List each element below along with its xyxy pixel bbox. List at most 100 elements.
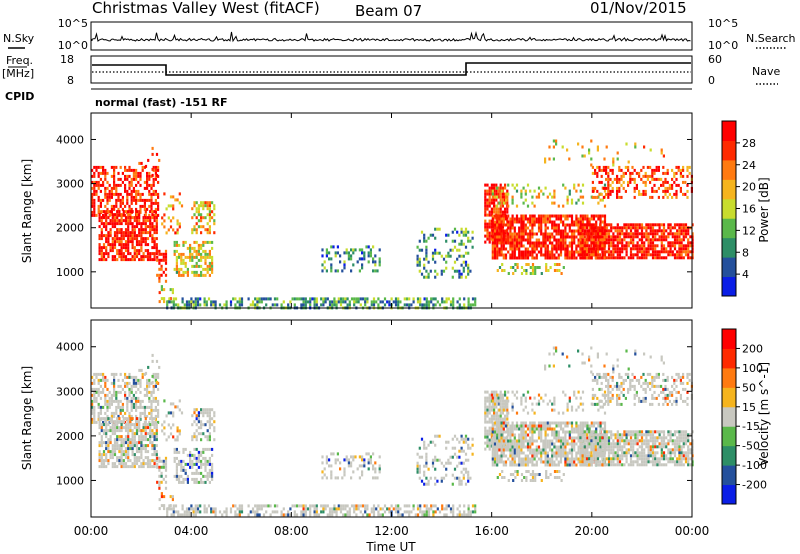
velocity-cell <box>423 464 426 468</box>
velocity-cell <box>467 473 470 477</box>
power-cell <box>91 195 94 199</box>
velocity-cell <box>493 436 497 440</box>
velocity-cell <box>325 458 328 462</box>
velocity-cell <box>144 450 147 454</box>
colorbar-tick-label: 28 <box>742 137 756 150</box>
power-cell <box>109 219 112 223</box>
power-cell <box>529 244 532 248</box>
velocity-cell <box>120 429 123 433</box>
freq-trace <box>92 62 691 76</box>
power-cell <box>427 260 430 264</box>
velocity-cell <box>383 510 387 514</box>
velocity-cell <box>529 451 532 455</box>
velocity-cell <box>113 378 116 382</box>
velocity-cell <box>460 482 463 486</box>
velocity-cell <box>102 405 105 409</box>
power-cell <box>607 229 611 233</box>
power-cell <box>603 244 606 248</box>
power-cell <box>629 241 633 245</box>
velocity-cell <box>504 408 507 412</box>
velocity-cell <box>100 453 103 457</box>
power-cell <box>146 258 150 262</box>
power-cell <box>169 288 172 292</box>
power-cell <box>498 226 501 230</box>
power-cell <box>581 154 584 158</box>
velocity-cell <box>504 454 508 458</box>
power-cell <box>591 165 594 169</box>
power-cell <box>171 291 174 295</box>
power-cell <box>497 186 500 190</box>
power-cell <box>566 232 569 236</box>
power-cell <box>553 192 556 196</box>
power-cell <box>607 250 611 254</box>
power-cell <box>474 297 477 301</box>
power-cell <box>298 297 301 301</box>
power-cell <box>590 232 593 236</box>
velocity-cell <box>496 442 499 446</box>
power-cell <box>557 223 560 227</box>
power-cell <box>172 297 175 301</box>
power-cell <box>568 250 571 254</box>
power-cell <box>104 186 107 190</box>
power-cell <box>122 237 125 241</box>
velocity-cell <box>509 430 512 434</box>
power-cell <box>618 235 622 239</box>
power-cell <box>631 171 634 175</box>
velocity-cell <box>146 444 150 448</box>
power-cell <box>546 250 549 254</box>
velocity-cell <box>513 451 516 455</box>
power-cell <box>671 226 674 230</box>
velocity-cell <box>175 447 178 451</box>
velocity-cell <box>372 504 376 508</box>
power-cell <box>105 252 108 256</box>
velocity-cell <box>509 445 512 449</box>
velocity-cell <box>120 444 123 448</box>
velocity-cell <box>102 429 106 433</box>
power-cell <box>629 226 633 230</box>
velocity-cell <box>416 507 420 511</box>
power-cell <box>676 232 679 236</box>
velocity-cell <box>149 465 152 469</box>
power-cell <box>341 269 344 273</box>
power-cell <box>662 232 666 236</box>
velocity-cell <box>102 441 106 445</box>
power-cell <box>525 272 528 275</box>
velocity-cell <box>154 408 157 412</box>
power-cell <box>202 207 205 211</box>
velocity-cell <box>192 510 195 514</box>
velocity-cell <box>108 399 111 403</box>
power-cell <box>323 260 326 264</box>
power-cell <box>658 226 661 230</box>
power-cell <box>591 186 594 190</box>
velocity-cell <box>500 460 503 464</box>
power-cell <box>601 229 604 233</box>
power-cell <box>665 229 668 233</box>
velocity-cell <box>518 457 521 461</box>
velocity-cell <box>144 435 147 439</box>
velocity-cell <box>423 510 426 514</box>
power-cell <box>657 177 660 181</box>
velocity-cell <box>150 399 153 403</box>
power-cell <box>507 226 510 230</box>
velocity-cell <box>418 470 421 474</box>
velocity-cell <box>204 474 207 478</box>
power-cell <box>146 219 150 223</box>
power-cell <box>551 247 554 251</box>
power-cell <box>110 195 113 199</box>
power-cell <box>504 231 507 235</box>
power-cell <box>596 250 600 254</box>
velocity-cell <box>107 441 110 445</box>
cpid-label: CPID <box>5 90 34 103</box>
beam-label: Beam 07 <box>355 2 422 20</box>
power-cell <box>453 245 457 249</box>
power-cell <box>143 180 146 184</box>
velocity-cell <box>490 390 493 394</box>
power-cell <box>204 240 207 244</box>
power-cell <box>638 192 641 196</box>
velocity-cell <box>513 448 516 452</box>
power-cell <box>376 269 379 273</box>
velocity-cell <box>130 375 133 379</box>
velocity-cell <box>178 480 181 484</box>
velocity-cell <box>206 411 209 415</box>
power-cell <box>176 222 179 226</box>
